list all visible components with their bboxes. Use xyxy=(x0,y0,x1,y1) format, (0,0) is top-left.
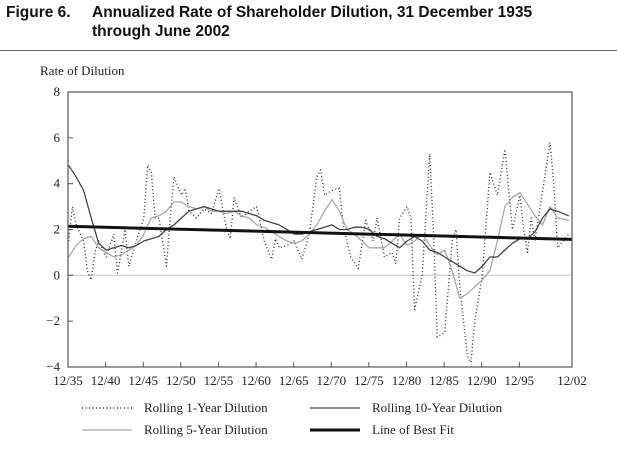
figure-title: Figure 6. Annualized Rate of Shareholder … xyxy=(6,3,532,41)
legend-label: Rolling 1-Year Dilution xyxy=(144,400,268,415)
y-tick-label: 2 xyxy=(54,222,61,237)
series-line-rolling-1-year-dilution xyxy=(67,141,570,364)
title-line-2: through June 2002 xyxy=(92,23,230,40)
x-tick-label: 12/55 xyxy=(204,373,234,388)
x-tick-label: 12/35 xyxy=(53,373,83,388)
x-tick-label: 12/80 xyxy=(392,373,422,388)
series-line-rolling-10-year-dilution xyxy=(68,164,570,274)
series-line-line-of-best-fit xyxy=(67,224,573,241)
series-line-rolling-5-year-dilution xyxy=(68,192,569,299)
x-tick-label: 12/85 xyxy=(429,373,459,388)
legend-label: Rolling 10-Year Dilution xyxy=(372,400,503,415)
y-tick-label: −2 xyxy=(46,313,60,328)
figure-number: Figure 6. xyxy=(6,4,71,21)
x-tick-label: 12/50 xyxy=(166,373,196,388)
x-tick-label: 12/40 xyxy=(91,373,121,388)
y-tick-label: −4 xyxy=(46,359,60,374)
x-tick-label: 12/95 xyxy=(505,373,535,388)
y-axis-label: Rate of Dilution xyxy=(40,63,125,78)
x-tick-label: 12/02 xyxy=(557,373,587,388)
y-tick-label: 0 xyxy=(54,267,61,282)
x-tick-label: 12/75 xyxy=(354,373,384,388)
x-tick-label: 12/90 xyxy=(467,373,497,388)
title-rule xyxy=(0,50,617,51)
y-tick-label: 6 xyxy=(54,130,61,145)
y-tick-label: 4 xyxy=(54,176,61,191)
x-tick-label: 12/70 xyxy=(316,373,346,388)
legend-label: Line of Best Fit xyxy=(372,422,454,437)
x-tick-label: 12/45 xyxy=(128,373,158,388)
title-line-1: Annualized Rate of Shareholder Dilution,… xyxy=(92,4,533,21)
y-tick-label: 8 xyxy=(54,84,61,99)
x-tick-label: 12/65 xyxy=(279,373,309,388)
legend-label: Rolling 5-Year Dilution xyxy=(144,422,268,437)
x-tick-label: 12/60 xyxy=(241,373,271,388)
